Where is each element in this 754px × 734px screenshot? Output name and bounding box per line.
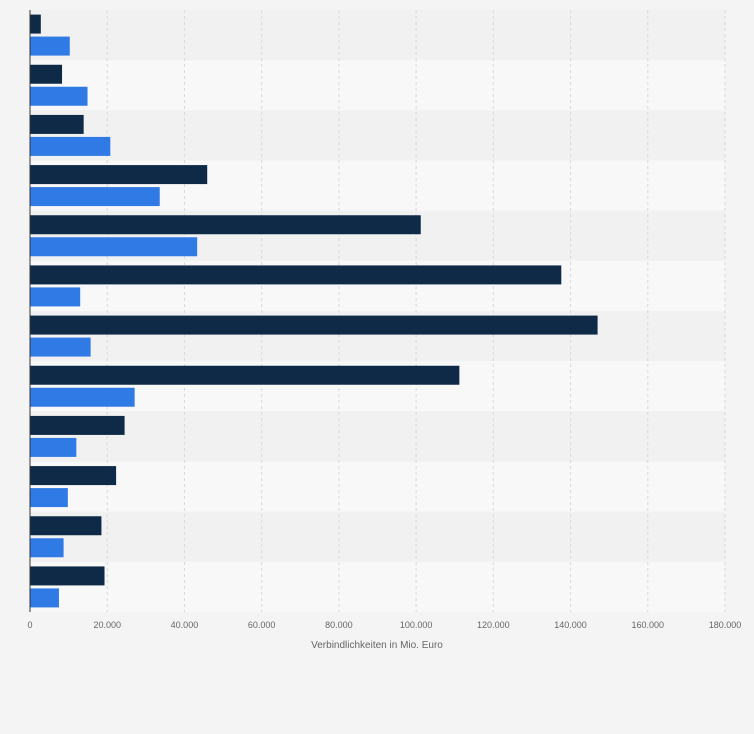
bar-series-2[interactable] [30,287,81,307]
bar-series-2[interactable] [30,136,111,156]
x-axis-label: Verbindlichkeiten in Mio. Euro [311,640,443,651]
bar-series-2[interactable] [30,187,160,207]
bar-series-1[interactable] [30,165,208,185]
x-tick-label: 100.000 [400,620,433,630]
x-tick-label: 20.000 [93,620,121,630]
row-band [30,411,725,462]
row-band [30,511,725,562]
x-tick-label: 120.000 [477,620,510,630]
x-tick-label: 140.000 [554,620,587,630]
row-band [30,110,725,161]
row-band [30,60,725,111]
bar-series-1[interactable] [30,265,562,285]
bar-series-1[interactable] [30,315,598,335]
bars [30,14,598,608]
row-band [30,561,725,612]
x-tick-label: 80.000 [325,620,353,630]
bar-series-1[interactable] [30,466,117,486]
x-tick-label: 160.000 [632,620,665,630]
bar-series-2[interactable] [30,588,59,608]
bar-series-2[interactable] [30,86,88,106]
bar-series-1[interactable] [30,215,421,235]
bar-series-2[interactable] [30,488,68,508]
bar-series-1[interactable] [30,14,41,34]
gridlines [106,10,726,612]
bar-series-1[interactable] [30,365,460,385]
bar-series-2[interactable] [30,538,64,558]
bar-series-2[interactable] [30,437,77,457]
x-tick-label: 40.000 [171,620,199,630]
row-band [30,461,725,512]
x-tick-label: 180.000 [709,620,742,630]
bar-series-1[interactable] [30,64,63,84]
x-tick-label: 0 [27,620,32,630]
bar-series-1[interactable] [30,516,102,536]
bar-series-1[interactable] [30,114,84,134]
bar-series-2[interactable] [30,36,70,56]
bar-series-1[interactable] [30,566,105,586]
x-tick-label: 60.000 [248,620,276,630]
row-bands [30,10,725,612]
x-tick-labels: 0 20.000 40.000 60.000 80.000 100.000 120.000 1… [27,620,741,630]
bar-series-2[interactable] [30,237,198,257]
bar-series-2[interactable] [30,337,91,357]
row-band [30,10,725,61]
bar-series-2[interactable] [30,387,135,407]
bar-series-1[interactable] [30,415,125,435]
